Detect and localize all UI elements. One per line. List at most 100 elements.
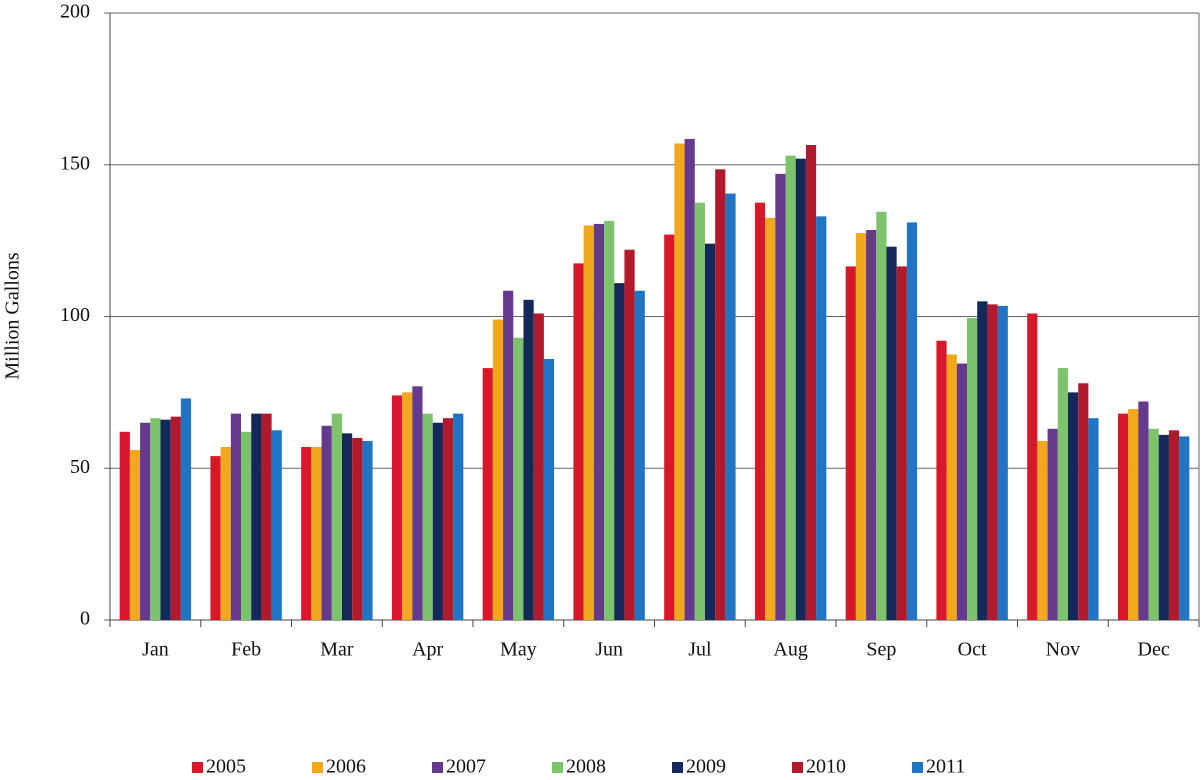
bar xyxy=(1168,430,1180,620)
legend-label: 2009 xyxy=(686,756,726,778)
x-tick-label: Jan xyxy=(142,639,169,661)
bar xyxy=(352,437,363,620)
legend-label: 2005 xyxy=(206,756,246,778)
bar xyxy=(129,450,141,620)
bar xyxy=(543,358,555,620)
bar xyxy=(614,283,625,620)
x-tick-label: Jul xyxy=(688,639,712,661)
bar xyxy=(967,318,978,620)
bar xyxy=(1117,413,1129,620)
legend-label: 2008 xyxy=(566,756,606,778)
y-tick-label: 50 xyxy=(70,456,90,478)
bar xyxy=(160,419,171,620)
bar xyxy=(170,416,181,620)
bar xyxy=(513,337,524,620)
legend-label: 2010 xyxy=(806,756,846,778)
bar xyxy=(674,143,685,620)
bar xyxy=(482,368,493,620)
bar xyxy=(816,216,827,620)
bar xyxy=(906,222,918,621)
bar xyxy=(845,266,856,620)
bar xyxy=(1047,428,1058,620)
bar xyxy=(1128,409,1139,620)
bar xyxy=(241,431,252,620)
bar xyxy=(362,440,373,620)
bar xyxy=(725,193,736,620)
bar xyxy=(715,169,726,621)
bar xyxy=(684,138,695,620)
bar xyxy=(987,304,998,620)
bar xyxy=(604,220,615,620)
bar xyxy=(453,413,464,620)
bar xyxy=(956,363,968,620)
bar xyxy=(150,418,161,620)
legend-swatch xyxy=(672,762,683,773)
bar xyxy=(533,313,544,620)
legend-label: 2011 xyxy=(926,756,965,778)
bar xyxy=(341,433,353,620)
bar xyxy=(765,217,776,621)
x-tick-label: Mar xyxy=(320,639,354,661)
bar xyxy=(795,158,806,620)
bar xyxy=(775,173,786,621)
bar xyxy=(331,413,342,620)
bar xyxy=(1179,436,1190,620)
bar xyxy=(391,395,403,620)
y-tick-label: 200 xyxy=(60,1,90,23)
x-tick-label: Dec xyxy=(1138,639,1170,661)
x-tick-label: May xyxy=(500,639,537,661)
bar xyxy=(1138,401,1149,620)
bar xyxy=(704,243,716,620)
legend-swatch xyxy=(912,762,923,773)
bar xyxy=(230,413,242,620)
bar xyxy=(936,340,947,620)
bar xyxy=(1158,434,1169,620)
bar xyxy=(210,456,221,620)
bar xyxy=(402,392,413,620)
bar xyxy=(785,155,796,620)
y-axis-label: Million Gallons xyxy=(2,252,24,379)
x-tick-label: Nov xyxy=(1046,639,1080,661)
bar xyxy=(251,413,262,620)
bar xyxy=(1057,368,1068,620)
bar xyxy=(593,223,605,620)
bar xyxy=(977,301,988,620)
bar xyxy=(1078,383,1089,620)
bar xyxy=(1088,418,1099,620)
legend-swatch xyxy=(552,762,563,773)
legend-swatch xyxy=(432,762,443,773)
legend-label: 2007 xyxy=(446,756,486,778)
x-tick-label: Apr xyxy=(412,639,443,661)
legend-swatch xyxy=(312,762,323,773)
bar xyxy=(261,413,272,620)
bar xyxy=(876,211,887,621)
legend-swatch xyxy=(792,762,803,773)
bar xyxy=(624,249,635,621)
bar xyxy=(1037,440,1048,620)
bar xyxy=(412,386,423,620)
legend-label: 2006 xyxy=(326,756,366,778)
bar xyxy=(997,305,1008,620)
bar xyxy=(180,398,192,620)
bar xyxy=(271,430,282,620)
x-tick-label: Feb xyxy=(231,639,261,661)
bar xyxy=(220,447,231,620)
bar xyxy=(311,447,322,620)
bar xyxy=(855,233,867,620)
bar xyxy=(492,319,504,620)
bar xyxy=(321,425,332,620)
bar xyxy=(805,145,817,620)
bar xyxy=(583,225,594,620)
bar xyxy=(503,290,514,620)
bar xyxy=(886,246,897,620)
x-tick-label: Sep xyxy=(866,639,896,661)
legend-swatch xyxy=(192,762,203,773)
bar xyxy=(432,422,443,620)
bar xyxy=(1027,313,1038,620)
bar xyxy=(140,422,151,620)
bar xyxy=(634,290,645,620)
bar xyxy=(523,299,534,620)
bar xyxy=(664,234,675,620)
bar xyxy=(946,354,957,620)
